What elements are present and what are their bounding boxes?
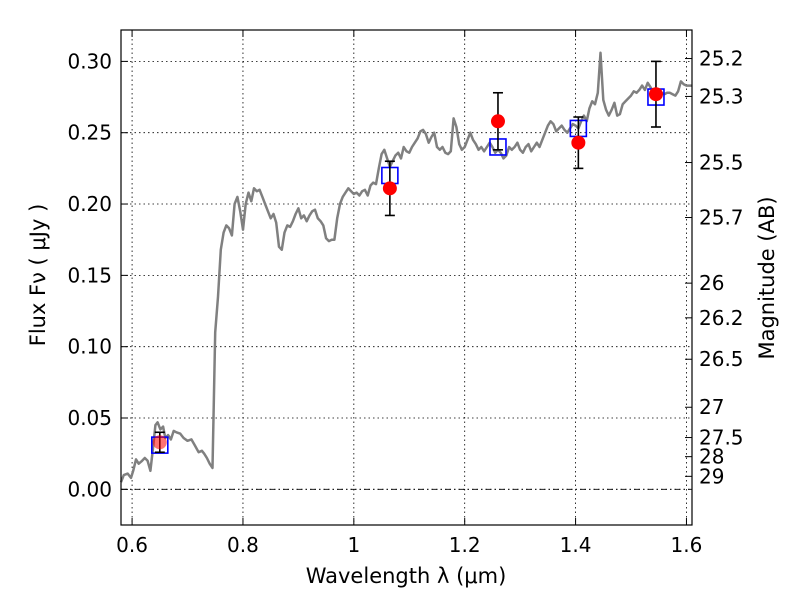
y-tick-label: 0.20: [67, 192, 112, 216]
mag-tick-label: 26: [699, 271, 724, 295]
y-tick-label: 0.05: [67, 406, 112, 430]
y-tick-label: 0.15: [67, 263, 112, 287]
mag-tick-label: 25.2: [699, 47, 744, 71]
x-tick-label: 0.8: [227, 533, 259, 557]
y-tick-label: 0.10: [67, 335, 112, 359]
grid: [121, 30, 692, 525]
plot-frame: [120, 29, 693, 526]
x-tick-labels: 0.6 0.8 1 1.2 1.4 1.6: [116, 533, 702, 557]
mag-tick-label: 27: [699, 395, 724, 419]
mag-tick-label: 25.7: [699, 206, 744, 230]
observed-circle-marker: [648, 87, 663, 102]
observed-circle-marker: [382, 181, 397, 196]
y2-axis-label: Magnitude (AB): [755, 196, 779, 359]
x-tick-label: 1.2: [449, 533, 481, 557]
observed-circle-marker: [152, 435, 167, 450]
mag-tick-label: 25.5: [699, 151, 744, 175]
mag-tick-label: 26.5: [699, 347, 744, 371]
y-axis-label: Flux Fν ( μJy ): [26, 204, 50, 347]
x-tick-label: 0.6: [116, 533, 148, 557]
y-tick-label: 0.25: [67, 121, 112, 145]
x-tick-label: 1.4: [560, 533, 592, 557]
y-tick-label: 0.30: [67, 49, 112, 73]
mag-tick-label: 27.5: [699, 426, 744, 450]
y-tick-label: 0.00: [67, 477, 112, 501]
model-photometry-markers: [151, 88, 665, 454]
mag-tick-label: 29: [699, 464, 724, 488]
mag-tick-label: 28: [699, 445, 724, 469]
observed-circle-marker: [571, 135, 586, 150]
observed-circle-marker: [490, 114, 505, 129]
mag-tick-label: 26.2: [699, 306, 744, 330]
x-tick-label: 1: [347, 533, 360, 557]
x-tick-label: 1.6: [671, 533, 703, 557]
spectrum-line: [119, 51, 692, 483]
model-spectrum: [119, 51, 692, 483]
x-axis-label: Wavelength λ (μm): [306, 564, 507, 588]
axis-ticks: [121, 30, 692, 525]
y-tick-labels: 0.00 0.05 0.10 0.15 0.20 0.25 0.30: [67, 49, 112, 501]
mag-tick-label: 25.3: [699, 84, 744, 108]
observed-photometry-markers: [152, 87, 663, 450]
